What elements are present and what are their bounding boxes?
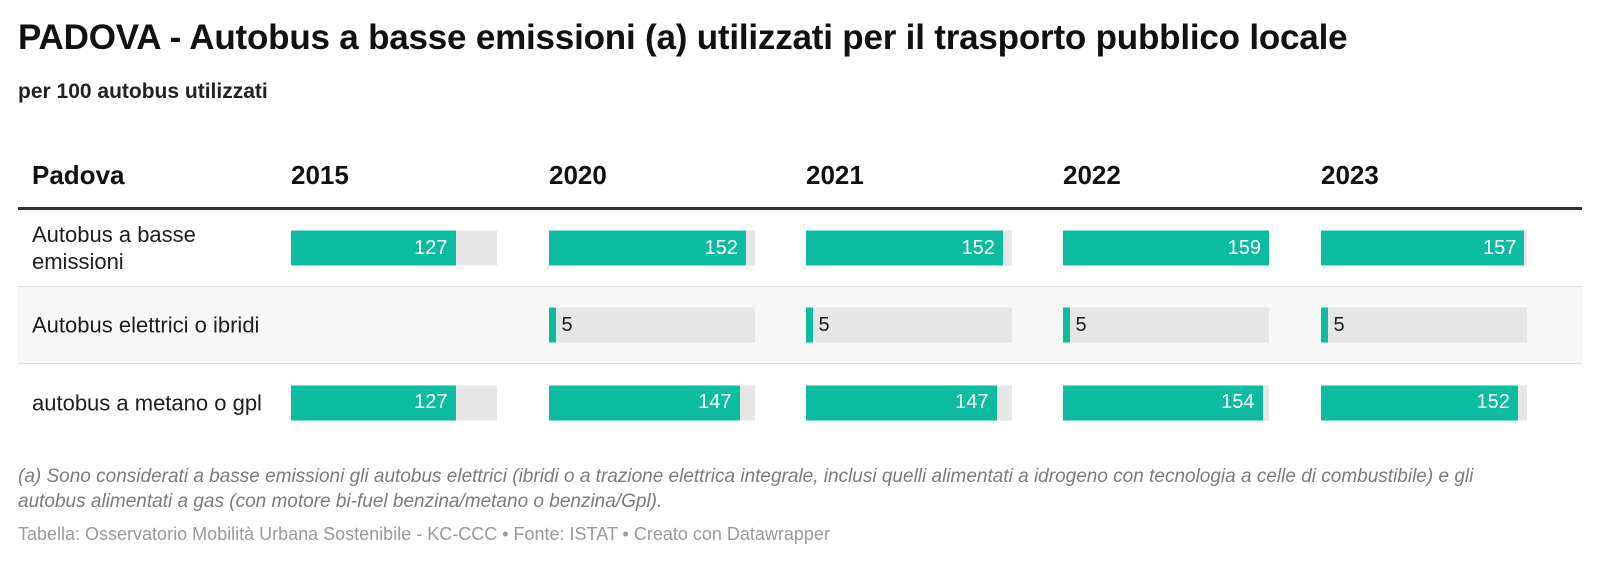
header-col-2020[interactable]: 2020: [549, 160, 607, 190]
bar-fill: [806, 230, 1003, 266]
bar-track: [806, 307, 1012, 343]
bar-fill: [1321, 385, 1518, 420]
bar-fill: [549, 307, 556, 343]
bar-value-label: 152: [1476, 391, 1510, 413]
bar-cell: 152: [549, 230, 755, 266]
table-row: autobus a metano o gpl 127 147 147 154 152: [18, 364, 1582, 441]
chart-title: PADOVA - Autobus a basse emissioni (a) u…: [18, 18, 1348, 57]
bar-cell: 152: [806, 230, 1012, 266]
bar-value-label: 5: [1075, 313, 1087, 336]
bar-track: [1063, 307, 1269, 343]
row-label: autobus a metano o gpl: [32, 390, 262, 415]
bar-fill: [1063, 230, 1269, 266]
bar-cell: 152: [1321, 385, 1527, 420]
bar-cell: 5: [1321, 307, 1527, 343]
bar-fill: [806, 385, 997, 420]
header-col-2021[interactable]: 2021: [806, 160, 864, 190]
bar-cell: 154: [1063, 385, 1269, 420]
bar-fill: [1063, 385, 1263, 420]
bar-value-label: 152: [961, 236, 995, 259]
bar-value-label: 127: [414, 236, 448, 259]
header-col-2015[interactable]: 2015: [291, 160, 349, 190]
row-label: Autobus elettrici o ibridi: [32, 312, 260, 338]
bar-value-label: 157: [1483, 236, 1517, 259]
bar-cell: 159: [1063, 230, 1269, 266]
header-col-2022[interactable]: 2022: [1063, 160, 1121, 190]
bar-fill: [806, 307, 813, 343]
bar-cell: 5: [549, 307, 755, 343]
bar-value-label: 5: [818, 313, 830, 336]
source-credit: Tabella: Osservatorio Mobilità Urbana So…: [18, 524, 830, 544]
bar-value-label: 152: [704, 236, 738, 259]
bar-fill: [291, 230, 456, 266]
bar-value-label: 5: [1333, 313, 1345, 336]
bar-cell: 5: [1063, 307, 1269, 343]
bar-cell: 127: [291, 230, 497, 266]
bar-fill: [549, 230, 746, 266]
bar-track: [549, 307, 755, 343]
bar-fill: [1321, 230, 1525, 266]
bar-value-label: 147: [955, 391, 989, 413]
row-label: Autobus a basse emissioni: [32, 222, 196, 274]
footnote: (a) Sono considerati a basse emissioni g…: [18, 466, 1474, 512]
bar-value-label: 154: [1221, 391, 1255, 413]
bar-cell: 5: [806, 307, 1012, 343]
bar-fill: [1321, 307, 1328, 343]
bar-cell: 147: [806, 385, 1012, 420]
bar-value-label: 147: [698, 391, 732, 413]
bar-value-label: 159: [1227, 236, 1261, 259]
bar-value-label: 5: [561, 313, 573, 336]
bar-cell: 157: [1321, 230, 1527, 266]
chart-subtitle: per 100 autobus utilizzati: [18, 80, 268, 103]
table-row: Autobus a basse emissioni 127 152 152 159 157: [18, 210, 1582, 287]
bar-cell: 147: [549, 385, 755, 420]
bar-cell: 127: [291, 385, 497, 420]
header-row-label[interactable]: Padova: [32, 160, 125, 190]
bar-value-label: 127: [414, 391, 448, 413]
table-body: Autobus a basse emissioni 127 152 152 159 157…: [18, 210, 1582, 441]
table-row: Autobus elettrici o ibridi 5 5 5 5: [18, 287, 1582, 364]
bar-fill: [291, 385, 456, 420]
data-table: Padova 2015 2020 2021 2022 2023 Autobus …: [18, 144, 1582, 441]
header-col-2023[interactable]: 2023: [1321, 160, 1379, 190]
bar-fill: [1063, 307, 1070, 343]
table-header: Padova 2015 2020 2021 2022 2023: [18, 144, 1582, 210]
bar-track: [1321, 307, 1527, 343]
bar-fill: [549, 385, 740, 420]
